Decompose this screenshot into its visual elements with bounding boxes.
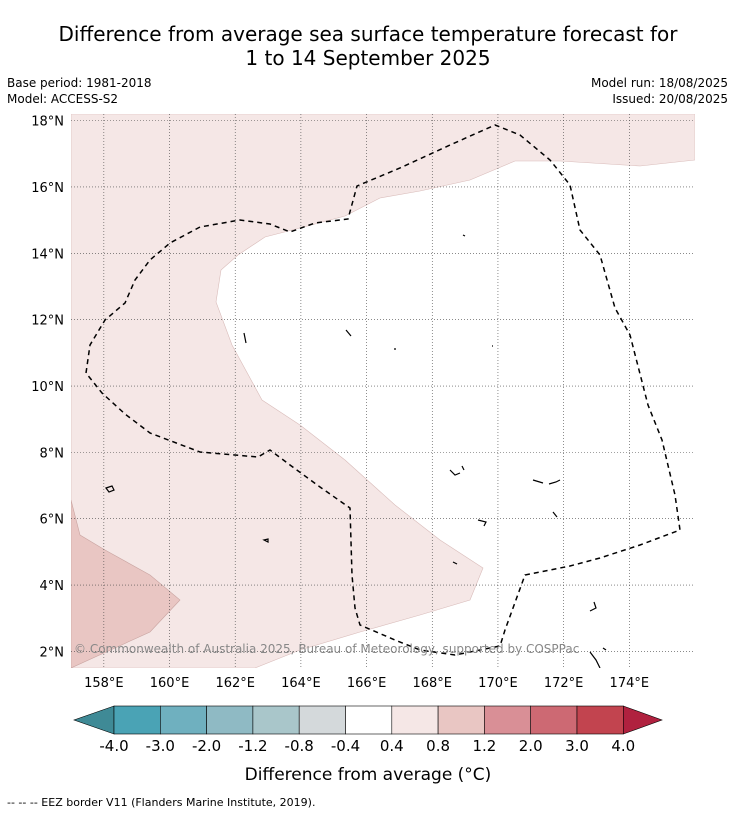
lon-tick-label: 162°E (215, 676, 255, 691)
lon-tick-label: 170°E (478, 676, 518, 691)
colorbar-title: Difference from average (°C) (245, 765, 492, 785)
colorbar-segment (530, 705, 578, 735)
colorbar-extend-low (73, 705, 115, 735)
colorbar-tick-label: -3.0 (146, 737, 175, 755)
colorbar-segment (437, 705, 485, 735)
island (477, 519, 487, 527)
colorbar-segment (298, 705, 346, 735)
eez-border (85, 124, 681, 656)
copyright-text: © Commonwealth of Australia 2025, Bureau… (74, 642, 579, 656)
map-title: Difference from average sea surface temp… (0, 22, 736, 70)
colorbar-extend-high (622, 705, 663, 735)
colorbar-tick-label: -0.4 (331, 737, 360, 755)
colorbar-segment (160, 705, 207, 735)
colorbar-tick-label: -0.8 (285, 737, 314, 755)
lat-tick-label: 12°N (31, 314, 64, 329)
lat-tick-label: 16°N (31, 181, 64, 196)
island (589, 601, 601, 668)
meta-left: Base period: 1981-2018 Model: ACCESS-S2 (7, 75, 152, 107)
colorbar-tick-label: -1.2 (238, 737, 267, 755)
colorbar-tick-label: 1.2 (472, 737, 496, 755)
island (394, 234, 493, 350)
anomaly-region-0-8-to-1-2 (71, 499, 181, 668)
lat-tick-labels: 2°N 4°N 6°N 8°N 10°N 12°N 14°N 16°N 18°N (31, 115, 64, 661)
lat-tick-label: 10°N (31, 380, 64, 395)
lon-tick-label: 158°E (84, 676, 124, 691)
colorbar-segment (113, 705, 161, 735)
map-panel: © Commonwealth of Australia 2025, Bureau… (71, 114, 695, 668)
lat-tick-label: 18°N (31, 115, 64, 130)
island (602, 647, 607, 651)
grid-lines (71, 114, 695, 668)
lat-tick-label: 2°N (40, 645, 65, 660)
base-period: Base period: 1981-2018 (7, 76, 152, 90)
colorbar-tick-label: -4.0 (99, 737, 128, 755)
colorbar-segment (576, 705, 624, 735)
lat-tick-label: 6°N (40, 513, 65, 528)
island (105, 485, 115, 493)
colorbar-tick-label: 2.0 (519, 737, 543, 755)
anomaly-region-0-4-to-0-8 (71, 114, 695, 668)
colorbar (73, 705, 663, 735)
island (449, 465, 465, 476)
island (532, 479, 561, 485)
lon-tick-label: 172°E (544, 676, 584, 691)
colorbar-segment (206, 705, 254, 735)
island (552, 511, 558, 518)
colorbar-tick-label: 4.0 (611, 737, 635, 755)
colorbar-segment (345, 705, 393, 735)
model-name: Model: ACCESS-S2 (7, 92, 119, 106)
colorbar-segment (484, 705, 531, 735)
lat-tick-label: 8°N (40, 446, 65, 461)
lon-tick-labels: 158°E 160°E 162°E 164°E 166°E 168°E 170°E 172°E… (84, 676, 649, 691)
lat-tick-label: 4°N (40, 579, 65, 594)
title-line-2: 1 to 14 September 2025 (245, 46, 491, 70)
eez-footnote: -- -- -- EEZ border V11 (Flanders Marine… (7, 796, 316, 809)
colorbar-tick-label: 3.0 (565, 737, 589, 755)
colorbar-segment (391, 705, 439, 735)
colorbar-labels: -4.0 -3.0 -2.0 -1.2 -0.8 -0.4 0.4 0.8 1.2 2.0 3.0 4… (99, 737, 635, 755)
colorbar-segment (252, 705, 300, 735)
islands (105, 234, 607, 668)
colorbar-tick-label: 0.8 (426, 737, 450, 755)
island (243, 329, 352, 344)
colorbar-tick-label: 0.4 (380, 737, 404, 755)
title-line-1: Difference from average sea surface temp… (58, 22, 678, 46)
colorbar-tick-label: -2.0 (192, 737, 221, 755)
lon-tick-label: 164°E (281, 676, 321, 691)
model-run: Model run: 18/08/2025 (590, 76, 728, 90)
issued-date: Issued: 20/08/2025 (612, 92, 728, 106)
island (452, 561, 458, 565)
lon-tick-label: 168°E (412, 676, 452, 691)
lon-tick-label: 166°E (347, 676, 387, 691)
lon-tick-label: 160°E (150, 676, 190, 691)
meta-right: Model run: 18/08/2025 Issued: 20/08/2025 (591, 75, 728, 107)
lon-tick-label: 174°E (610, 676, 650, 691)
island (262, 538, 269, 543)
lat-tick-label: 14°N (31, 247, 64, 262)
